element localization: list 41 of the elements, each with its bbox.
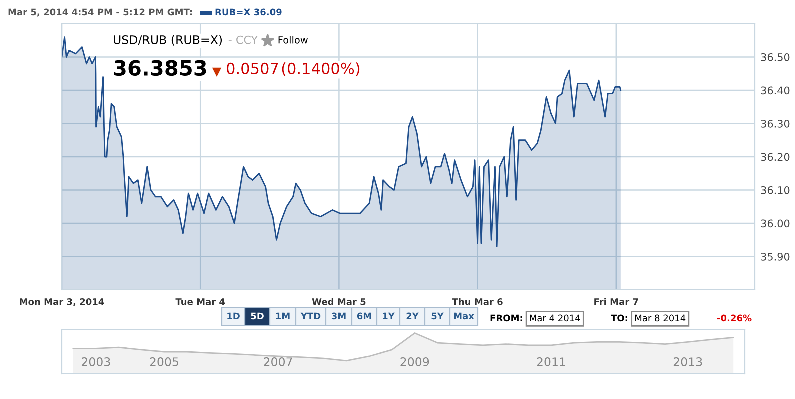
x-tick-label: Wed Mar 5 (312, 298, 366, 306)
x-tick-label: 2013 (674, 358, 702, 366)
annotation: (0.1400%) (282, 62, 360, 76)
x-tick-label: 2005 (150, 358, 178, 366)
x-tick-label: 2007 (264, 358, 292, 366)
x-tick-label: 2011 (537, 358, 566, 366)
y-tick-label: 36.00 (761, 220, 790, 228)
x-tick-label: Thu Mar 6 (452, 298, 503, 306)
text: RUB=X 36.09 (216, 8, 282, 16)
x-tick-label: 2003 (82, 358, 110, 366)
text: 1D (228, 312, 240, 320)
text: Mar 5, 2014 4:54 PM - 5:12 PM GMT: (8, 8, 192, 17)
text: -0.26% (717, 314, 752, 322)
y-tick-label: 36.10 (761, 186, 790, 194)
text: 1M (276, 312, 290, 320)
text: 1Y (383, 312, 395, 320)
text: Max (454, 312, 474, 320)
text: 5D (251, 312, 264, 320)
text: 2Y (406, 312, 419, 320)
annotation: Follow (278, 36, 308, 44)
text: 5Y (432, 312, 444, 320)
y-tick-label: 36.50 (761, 53, 790, 62)
text: YTD (300, 312, 321, 320)
text: 3M (332, 312, 346, 320)
y-tick-label: 36.40 (761, 86, 790, 95)
text: FROM: (490, 314, 522, 322)
x-tick-label: Mon Mar 3, 2014 (20, 298, 104, 306)
annotation: 36.3853 (114, 60, 206, 76)
text: TO: (611, 314, 628, 322)
text: Mar 4 2014 (530, 314, 580, 322)
annotation: 0.0507 (227, 62, 278, 74)
x-tick-label: Tue Mar 4 (176, 298, 226, 306)
y-tick-label: 35.90 (761, 252, 790, 261)
annotation: - CCY (228, 36, 258, 44)
text: Mar 8 2014 (636, 314, 686, 322)
annotation: USD/RUB (RUB=X) (114, 35, 222, 46)
text: 6M (357, 312, 372, 320)
x-tick-label: Fri Mar 7 (594, 298, 638, 306)
x-tick-label: 2009 (400, 358, 430, 366)
y-tick-label: 36.30 (761, 120, 790, 128)
y-tick-label: 36.20 (761, 153, 790, 162)
